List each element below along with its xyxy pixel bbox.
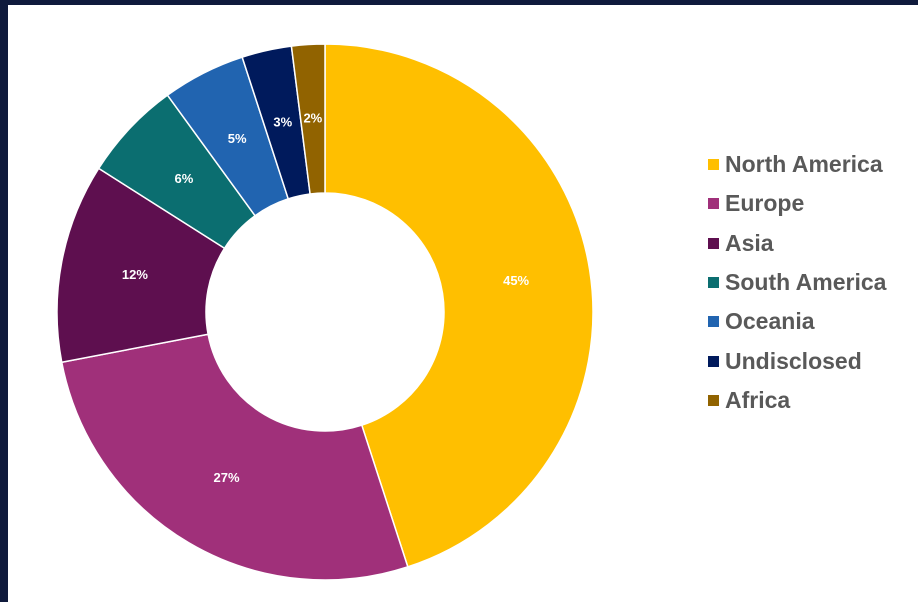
slice-label-africa: 2% <box>303 110 322 125</box>
legend-swatch <box>708 355 719 367</box>
legend-item-undisclosed: Undisclosed <box>708 341 886 380</box>
legend-item-africa: Africa <box>708 381 886 420</box>
legend-label: North America <box>725 151 883 178</box>
slice-north-america <box>324 43 594 568</box>
slice-label-north-america: 45% <box>503 273 529 288</box>
legend-label: Europe <box>725 190 805 217</box>
legend-label: Asia <box>725 229 774 256</box>
slice-label-undisclosed: 3% <box>273 115 292 130</box>
legend-label: Oceania <box>725 308 815 335</box>
legend-swatch <box>708 394 719 406</box>
legend-item-europe: Europe <box>708 184 886 223</box>
legend-swatch <box>708 159 719 171</box>
legend-item-south-america: South America <box>708 263 886 302</box>
legend-item-oceania: Oceania <box>708 302 886 341</box>
legend-label: South America <box>725 269 887 296</box>
slice-label-oceania: 5% <box>228 131 247 146</box>
legend-swatch <box>708 316 719 328</box>
legend-swatch <box>708 198 719 210</box>
donut-slice-labels: 45% 27% 12% 6% 5% 3% 2% <box>122 110 530 485</box>
slice-label-asia: 12% <box>122 267 148 282</box>
chart-legend: North America Europe Asia South America Ocea… <box>708 145 886 420</box>
legend-swatch <box>708 277 719 289</box>
slice-label-europe: 27% <box>213 470 239 485</box>
donut-slices <box>56 43 594 581</box>
legend-swatch <box>708 237 719 249</box>
legend-label: Undisclosed <box>725 347 862 374</box>
legend-label: Africa <box>725 386 791 413</box>
legend-item-north-america: North America <box>708 145 886 184</box>
donut-chart: 45% 27% 12% 6% 5% 3% 2% <box>56 43 594 581</box>
chart-container: 45% 27% 12% 6% 5% 3% 2% North America Europe Asi… <box>8 5 918 602</box>
slice-africa <box>290 43 326 195</box>
slice-europe <box>60 333 409 581</box>
legend-item-asia: Asia <box>708 224 886 263</box>
slice-label-south-america: 6% <box>175 171 194 186</box>
slice-asia <box>56 167 226 364</box>
